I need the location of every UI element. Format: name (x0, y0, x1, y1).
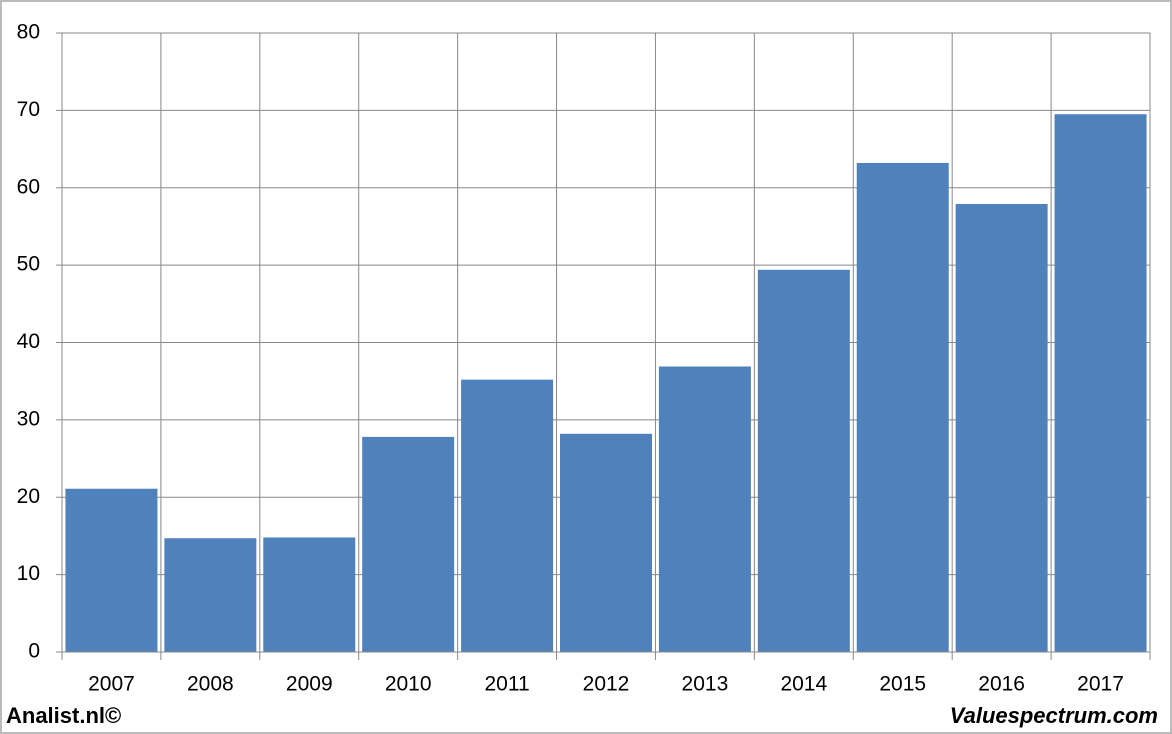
footer-right: Valuespectrum.com (950, 703, 1158, 728)
footer-left: Analist.nl© (6, 703, 121, 728)
x-tick-label: 2012 (583, 673, 630, 696)
y-tick-label: 20 (17, 485, 40, 508)
x-tick-label: 2017 (1077, 673, 1124, 696)
y-tick-label: 70 (17, 98, 40, 121)
x-tick-label: 2015 (879, 673, 926, 696)
bar (955, 203, 1048, 652)
bar (362, 436, 455, 652)
y-tick-label: 10 (17, 562, 40, 585)
y-tick-label: 60 (17, 175, 40, 198)
x-tick-label: 2016 (978, 673, 1025, 696)
x-tick-label: 2011 (485, 673, 530, 696)
x-tick-label: 2010 (385, 673, 432, 696)
y-tick-label: 40 (17, 330, 40, 353)
y-tick-label: 30 (17, 407, 40, 430)
bar (65, 488, 158, 652)
bar (658, 366, 751, 652)
bar (856, 162, 949, 653)
y-tick-label: 80 (17, 21, 40, 44)
x-tick-label: 2009 (286, 673, 333, 696)
bar (560, 433, 652, 652)
bar (164, 538, 257, 652)
x-tick-label: 2007 (88, 673, 135, 696)
x-tick-label: 2008 (187, 673, 234, 696)
x-tick-label: 2013 (682, 673, 729, 696)
y-tick-label: 50 (17, 253, 40, 276)
y-tick-label: 0 (28, 640, 40, 663)
x-tick-label: 2014 (780, 673, 827, 696)
bar (1054, 114, 1147, 652)
bar (461, 379, 554, 652)
bar (757, 269, 850, 652)
bar (263, 537, 356, 652)
